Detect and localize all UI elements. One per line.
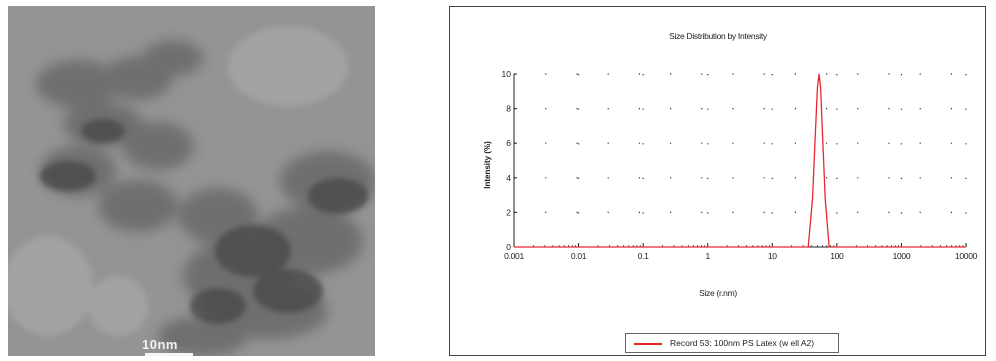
y-tick-label: 0 [506,242,511,252]
y-tick-label: 8 [506,104,511,114]
series-line [514,73,966,248]
size-distribution-chart: Size Distribution by Intensity Size (r.n… [449,6,986,356]
chart-legend: Record 53: 100nm PS Latex (w ell A2) [625,333,839,353]
scale-bar [145,353,193,356]
y-tick-label: 6 [506,138,511,148]
legend-swatch [634,343,662,345]
x-tick-label: 1000 [893,251,911,261]
x-axis-label: Size (r.nm) [699,288,737,298]
micrograph-image [8,6,375,356]
scale-bar-label: 10nm [142,337,178,352]
y-axis-label: Intensity (%) [483,141,492,189]
y-tick-label: 4 [506,173,511,183]
y-tick-label: 2 [506,207,511,217]
x-tick-label: 1 [705,251,710,261]
tem-micrograph: 10nm [8,6,375,356]
x-tick-label: 0.001 [504,251,524,261]
x-tick-label: 100 [830,251,844,261]
x-tick-label: 0.01 [571,251,587,261]
x-tick-label: 0.1 [638,251,649,261]
x-tick-label: 10 [768,251,777,261]
y-tick-label: 10 [502,69,512,79]
chart-plot: Size Distribution by Intensity Size (r.n… [483,31,978,298]
chart-title: Size Distribution by Intensity [669,31,768,41]
x-tick-label: 10000 [955,251,978,261]
legend-label: Record 53: 100nm PS Latex (w ell A2) [670,338,815,348]
